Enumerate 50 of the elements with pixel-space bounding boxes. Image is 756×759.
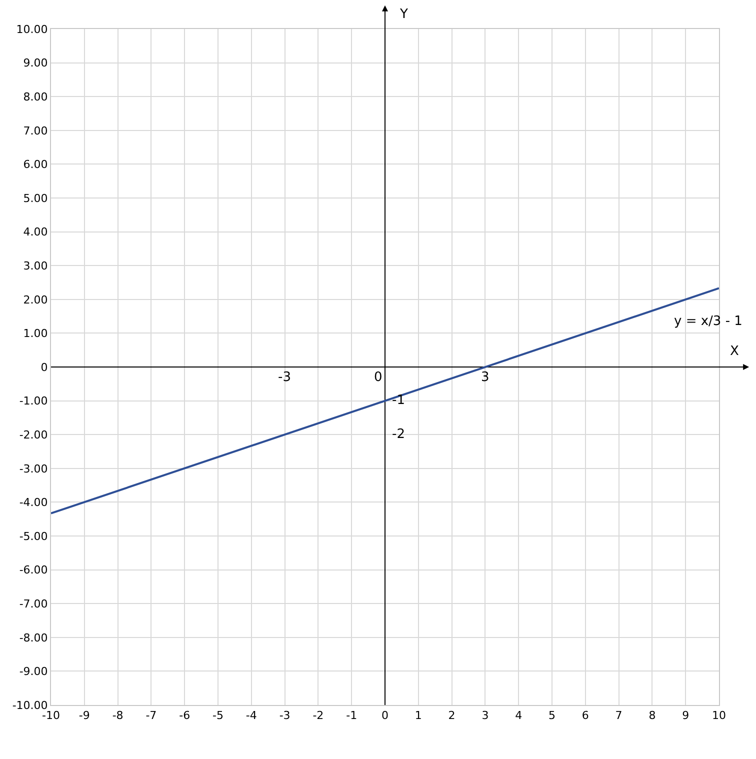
x-tick-label: -1 <box>346 709 358 722</box>
x-tick-label: 8 <box>648 709 656 722</box>
y-tick-label: -8.00 <box>19 631 48 644</box>
y-tick-label: -6.00 <box>19 564 48 577</box>
annotation: -2 <box>392 427 405 442</box>
y-tick-label: -9.00 <box>19 665 48 678</box>
annotation: 0 <box>374 370 382 385</box>
y-tick-label: -3.00 <box>19 462 48 476</box>
x-tick-label: -3 <box>279 709 290 722</box>
y-tick-label: -5.00 <box>19 530 48 543</box>
x-tick-label: 7 <box>615 709 622 722</box>
annotation: -1 <box>392 393 405 408</box>
x-tick-label: -8 <box>112 709 124 722</box>
y-tick-label: 6.00 <box>23 158 48 172</box>
y-tick-label: -2.00 <box>19 428 48 442</box>
y-tick-label: 8.00 <box>23 90 48 104</box>
y-tick-label: -4.00 <box>19 496 48 510</box>
y-tick-label: -7.00 <box>19 597 48 610</box>
x-tick-label: 1 <box>414 709 422 722</box>
y-tick-label: 3.00 <box>23 259 48 272</box>
x-axis-title: X <box>730 344 739 359</box>
y-axis-title: Y <box>399 7 408 22</box>
x-tick-label: -5 <box>212 709 224 722</box>
y-tick-label: 4.00 <box>23 226 48 239</box>
x-tick-label: 3 <box>482 709 489 722</box>
y-tick-label: 1.00 <box>23 327 48 340</box>
x-tick-label: 4 <box>515 709 522 722</box>
y-tick-label: -10.00 <box>12 698 48 712</box>
x-tick-label: 10 <box>712 709 726 722</box>
x-tick-label: -10 <box>42 709 60 722</box>
annotation: -3 <box>278 370 291 385</box>
x-tick-label: -2 <box>312 709 324 722</box>
x-tick-label: 5 <box>548 709 556 722</box>
y-tick-label: 5.00 <box>23 192 48 205</box>
x-tick-label: 0 <box>382 709 388 722</box>
x-tick-label: -7 <box>146 709 157 722</box>
y-tick-label: 7.00 <box>23 124 48 138</box>
y-tick-label: -1.00 <box>19 394 48 408</box>
x-tick-label: -4 <box>246 709 257 722</box>
x-tick-label: 2 <box>448 709 456 722</box>
x-tick-label: -9 <box>78 709 90 722</box>
annotation: 3 <box>481 370 490 385</box>
y-tick-label: 0 <box>40 360 48 374</box>
x-tick-label: -6 <box>179 709 190 722</box>
y-tick-label: 10.00 <box>16 22 48 36</box>
series-label: y = x/3 - 1 <box>674 314 742 329</box>
x-tick-label: 9 <box>682 709 690 722</box>
y-tick-label: 9.00 <box>23 56 48 70</box>
x-tick-label: 6 <box>582 709 589 722</box>
y-tick-label: 2.00 <box>23 293 48 306</box>
